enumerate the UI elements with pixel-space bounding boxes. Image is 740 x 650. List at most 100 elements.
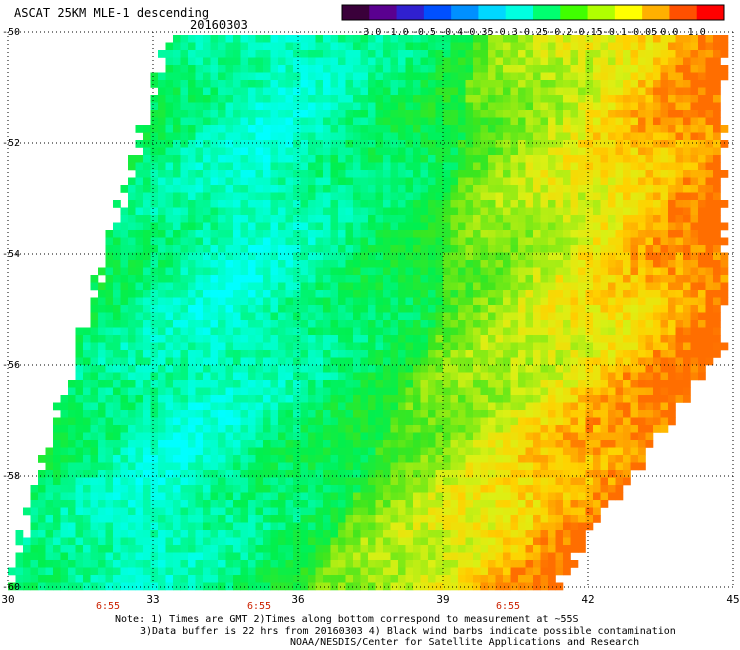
wind-cell — [135, 447, 144, 456]
wind-cell — [375, 350, 384, 358]
wind-cell — [428, 215, 436, 223]
wind-cell — [353, 35, 361, 43]
wind-cell — [98, 365, 106, 373]
wind-cell — [555, 72, 564, 81]
wind-cell — [150, 410, 159, 418]
wind-cell — [165, 177, 174, 186]
wind-cell — [390, 462, 399, 471]
wind-cell — [548, 282, 556, 291]
wind-cell — [443, 372, 451, 381]
wind-cell — [315, 57, 324, 66]
wind-cell — [608, 50, 616, 58]
wind-cell — [218, 147, 226, 156]
wind-cell — [83, 417, 91, 426]
colorbar-label: -0.3 — [494, 27, 518, 38]
wind-cell — [360, 87, 369, 96]
wind-cell — [360, 155, 369, 163]
wind-cell — [188, 447, 196, 456]
wind-cell — [713, 170, 721, 178]
wind-cell — [570, 380, 579, 388]
wind-cell — [120, 222, 129, 231]
wind-cell — [690, 162, 699, 171]
wind-cell — [248, 185, 256, 193]
wind-cell — [458, 342, 466, 351]
wind-cell — [713, 275, 721, 283]
wind-cell — [698, 102, 706, 111]
wind-cell — [105, 417, 114, 426]
wind-cell — [240, 110, 249, 118]
wind-cell — [158, 357, 166, 366]
wind-cell — [345, 320, 354, 328]
wind-cell — [488, 267, 496, 276]
wind-cell — [540, 320, 549, 328]
wind-cell — [495, 417, 504, 426]
wind-cell — [570, 110, 579, 118]
wind-cell — [563, 177, 571, 186]
wind-cell — [713, 327, 721, 336]
wind-cell — [503, 462, 511, 471]
wind-cell — [585, 267, 594, 276]
wind-cell — [263, 147, 271, 156]
wind-cell — [360, 485, 369, 493]
wind-cell — [458, 177, 466, 186]
wind-cell — [585, 335, 594, 343]
wind-cell — [330, 492, 339, 501]
wind-cell — [690, 132, 699, 141]
wind-cell — [323, 42, 331, 51]
wind-cell — [225, 230, 234, 238]
wind-cell — [503, 410, 511, 418]
wind-cell — [353, 357, 361, 366]
wind-cell — [173, 162, 181, 171]
wind-cell — [255, 230, 264, 238]
wind-cell — [533, 147, 541, 156]
wind-cell — [173, 417, 181, 426]
wind-cell — [173, 110, 181, 118]
wind-cell — [248, 260, 256, 268]
wind-cell — [263, 275, 271, 283]
wind-cell — [450, 95, 459, 103]
wind-cell — [360, 267, 369, 276]
wind-cell — [638, 57, 646, 66]
wind-cell — [555, 290, 564, 298]
wind-cell — [255, 350, 264, 358]
wind-cell — [488, 35, 496, 43]
wind-cell — [263, 432, 271, 441]
wind-cell — [255, 492, 264, 501]
wind-cell — [360, 297, 369, 306]
wind-cell — [690, 365, 699, 373]
wind-cell — [300, 312, 309, 321]
wind-cell — [518, 170, 526, 178]
wind-cell — [218, 95, 226, 103]
wind-cell — [458, 95, 466, 103]
wind-cell — [540, 342, 549, 351]
wind-cell — [390, 297, 399, 306]
wind-cell — [690, 80, 699, 88]
wind-cell — [413, 162, 421, 171]
wind-cell — [638, 462, 646, 471]
wind-cell — [188, 305, 196, 313]
wind-cell — [578, 350, 586, 358]
wind-cell — [615, 177, 624, 186]
wind-cell — [435, 305, 444, 313]
wind-cell — [495, 35, 504, 43]
colorbar-swatch — [669, 5, 698, 20]
wind-cell — [630, 275, 639, 283]
wind-cell — [203, 65, 211, 73]
wind-cell — [525, 410, 534, 418]
wind-cell — [285, 177, 294, 186]
wind-cell — [450, 260, 459, 268]
wind-cell — [675, 80, 684, 88]
wind-cell — [315, 200, 324, 208]
wind-cell — [248, 350, 256, 358]
wind-cell — [300, 357, 309, 366]
wind-cell — [510, 432, 519, 441]
wind-cell — [660, 260, 669, 268]
wind-cell — [420, 42, 429, 51]
wind-cell — [120, 350, 129, 358]
wind-cell — [578, 237, 586, 246]
wind-cell — [233, 357, 241, 366]
wind-cell — [315, 492, 324, 501]
wind-cell — [480, 102, 489, 111]
wind-cell — [623, 102, 631, 111]
wind-cell — [323, 252, 331, 261]
